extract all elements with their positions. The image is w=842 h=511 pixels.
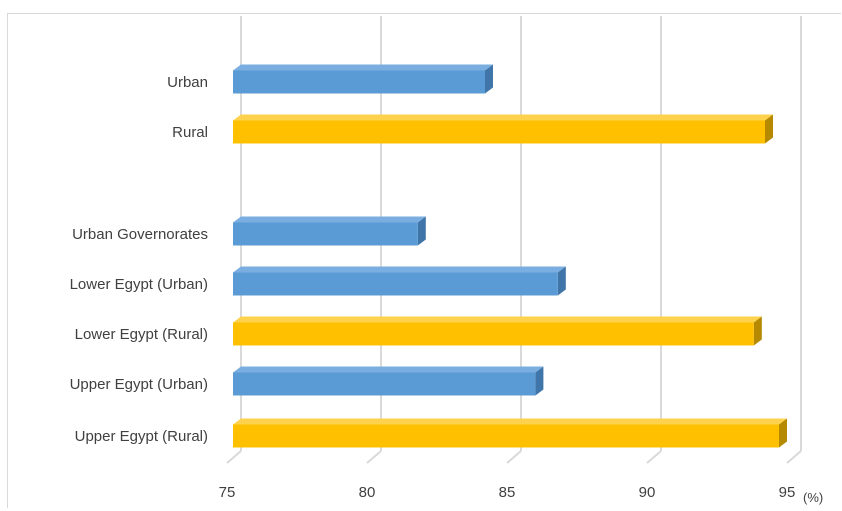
bar-top-face — [233, 64, 493, 71]
chart-frame — [7, 13, 841, 508]
category-label: Rural — [172, 124, 208, 141]
bar-top-face — [233, 366, 544, 373]
bar-front-face — [233, 70, 485, 94]
category-label: Urban — [167, 74, 208, 91]
bar-end-face — [765, 114, 773, 144]
bar — [233, 418, 787, 448]
gridline-floor — [646, 450, 662, 464]
bar-end-face — [557, 266, 566, 296]
bars — [233, 64, 787, 448]
x-tick-label: 80 — [359, 484, 376, 501]
x-tick-label: 85 — [499, 484, 516, 501]
bar-top-face — [233, 114, 773, 121]
x-tick-label: 75 — [219, 484, 236, 501]
bar-top-face — [233, 316, 762, 323]
bar-front-face — [233, 372, 536, 396]
category-label: Upper Egypt (Urban) — [70, 376, 208, 393]
bar-end-face — [485, 64, 493, 94]
x-tick-labels: 75 80 85 90 95 — [219, 484, 796, 501]
bar — [233, 114, 773, 144]
gridline-floor — [786, 450, 802, 464]
bar — [233, 316, 762, 346]
bar — [233, 64, 493, 94]
bar-end-face — [753, 316, 762, 346]
bar-front-face — [233, 120, 765, 144]
category-label: Lower Egypt (Urban) — [70, 276, 208, 293]
category-labels: Urban Rural Urban Governorates Lower Egypt … — [70, 74, 208, 445]
bar-front-face — [233, 272, 558, 296]
bar-front-face — [233, 322, 754, 346]
bar-end-face — [779, 418, 787, 448]
gridline-floor — [226, 450, 242, 464]
bar-front-face — [233, 424, 779, 448]
bar — [233, 216, 426, 246]
category-label: Urban Governorates — [72, 226, 208, 243]
bar — [233, 266, 566, 296]
category-label: Lower Egypt (Rural) — [75, 326, 208, 343]
bar — [233, 366, 544, 396]
category-label: Upper Egypt (Rural) — [75, 428, 208, 445]
bar-top-face — [233, 216, 426, 223]
x-unit-label: (%) — [803, 490, 823, 505]
gridline-floor — [366, 450, 382, 464]
x-tick-label: 95 — [779, 484, 796, 501]
bar-top-face — [233, 266, 566, 273]
x-tick-label: 90 — [639, 484, 656, 501]
gridline-floor — [506, 450, 522, 464]
bar-end-face — [535, 366, 544, 396]
bar-front-face — [233, 222, 418, 246]
bar-end-face — [417, 216, 426, 246]
bar-top-face — [233, 418, 787, 425]
